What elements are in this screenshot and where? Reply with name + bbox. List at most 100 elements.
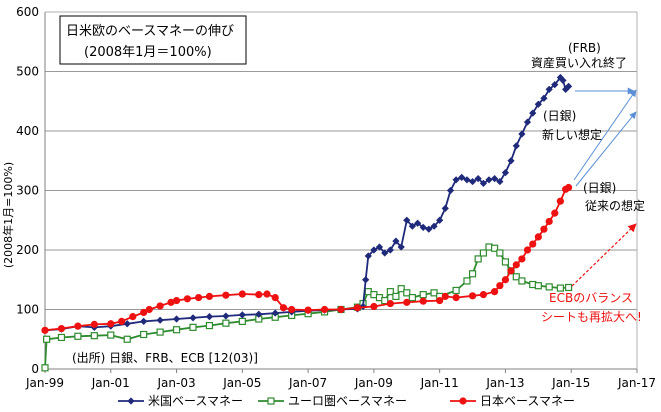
series-0-point-41 [468,177,477,186]
series-2-point-7 [140,308,148,317]
boj-old-annotation-line1: (日銀) [583,181,616,195]
series-2-point-0 [41,326,49,334]
series-0-point-11 [222,312,230,320]
series-1-point-27 [392,292,400,301]
y-tick-label-300: 300 [16,184,39,198]
series-0-point-6 [140,317,148,325]
boj-new-annotation-line2: 新しい想定 [542,127,602,142]
series-2-point-39 [512,261,520,269]
series-0-point-21 [362,276,370,284]
series-1-point-26 [386,288,394,296]
y-tick-label-0: 0 [31,362,39,376]
series-0-point-45 [490,175,499,183]
series-0-point-26 [386,246,394,254]
chart-subtitle: (2008年1月＝100%) [84,45,212,60]
series-2-point-14 [205,292,214,301]
series-2-point-8 [145,305,153,314]
series-2-point-35 [490,288,499,296]
series-0-point-7 [156,316,164,324]
series-1-point-0 [41,364,49,372]
series-1-point-5 [107,331,115,339]
series-0-point-44 [485,176,493,184]
series-2-point-17 [255,291,263,299]
legend-marker-1 [267,397,275,405]
series-0-point-5 [123,320,131,328]
annotation-frb: (FRB) 資産買い入れ終了 [531,41,627,70]
series-2-point-21 [288,305,296,314]
series-0-point-37 [446,186,455,195]
series-2-point-45 [545,217,553,226]
x-tick-label-Jan-99: Jan-99 [25,376,64,390]
boj-new-annotation-line1: (日銀) [543,109,576,123]
ecb-annotation-line1: ECBのバランス [549,291,633,305]
series-0-point-52 [529,109,537,117]
series-0-point-9 [189,314,197,322]
annotation-arrows [571,87,637,287]
series-2-point-18 [263,290,271,298]
series-1-point-6 [123,335,131,343]
boj-new-arrow-1 [573,89,637,181]
boj-old-annotation-line2: 従来の想定 [585,198,645,213]
series-2-point-25 [353,304,362,312]
series-2 [41,183,573,334]
series-0-point-12 [238,311,246,319]
ecb-annotation-line2: シートも再拡大へ! [541,310,642,324]
x-tick-label-Jan-01: Jan-01 [91,376,130,390]
x-tick-label-Jan-05: Jan-05 [222,376,261,390]
series-1-point-41 [496,249,504,257]
annotation-ecb: ECBのバランス シートも再拡大へ! [541,291,642,324]
series-1-point-45 [518,277,526,285]
series-0-point-47 [501,169,510,177]
series-0-point-27 [392,237,400,245]
legend-label-0: 米国ベースマネー [148,394,243,408]
series-2-point-19 [271,294,279,302]
annotation-boj-old: (日銀) 従来の想定 [583,181,645,213]
legend-label-2: 日本ベースマネー [480,394,575,408]
series-2-point-33 [468,292,477,300]
title-box: 日米欧のベースマネーの伸び (2008年1月＝100%) [59,15,247,65]
series-2-point-43 [534,233,542,241]
series-1-point-44 [512,273,520,281]
series-2-point-6 [129,313,137,321]
series-2-point-2 [74,322,82,330]
series-1-point-50 [564,283,573,292]
ecb-arrow [571,223,637,287]
series-1-point-30 [408,294,416,302]
series-2-point-3 [90,320,98,328]
series-2-point-26 [370,302,378,311]
x-tick-label-Jan-09: Jan-09 [354,376,393,390]
series-1-point-13 [238,317,246,325]
legend-label-1: ユーロ圏ベースマネー [288,394,407,408]
series-1-point-37 [474,255,482,263]
series-2-point-37 [501,276,510,284]
series-1-point-4 [90,332,98,340]
series-0-point-22 [364,252,372,260]
boj-new-arrow-2 [575,111,637,187]
series-1-point-3 [74,332,82,340]
series-2-point-10 [167,298,175,306]
series-0-point-25 [381,249,389,257]
series-2-point-42 [529,240,537,248]
series-2-point-24 [337,305,345,314]
series-2-point-28 [403,298,411,306]
series-0-point-40 [463,176,471,184]
series-1-point-9 [172,326,181,334]
y-tick-label-500: 500 [16,65,39,79]
series-2-point-41 [523,246,532,254]
series-0-point-33 [425,225,433,233]
x-tick-label-Jan-03: Jan-03 [157,376,196,390]
series-0-point-29 [403,216,411,224]
series-2-point-16 [238,290,246,298]
series-2-point-9 [156,302,164,310]
series-2-point-4 [107,320,115,328]
series-2-point-34 [479,291,488,299]
y-axis-ticks: 0 100 200 300 400 500 600 [16,5,39,376]
series-0-point-36 [441,204,449,212]
series-2-point-1 [57,324,66,333]
series-1-point-49 [556,284,564,292]
series-1-point-12 [222,319,230,327]
series-2-point-23 [320,305,329,314]
series-1-point-7 [140,330,148,339]
series-2-point-15 [222,291,230,299]
